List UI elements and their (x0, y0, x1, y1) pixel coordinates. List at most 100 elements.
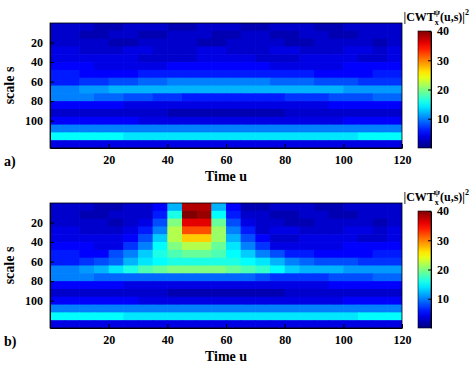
heatmap-cells (50, 203, 402, 328)
heatmap-cell (255, 132, 270, 140)
heatmap-cell (226, 54, 241, 62)
heatmap-cell (226, 250, 241, 258)
heatmap-cell (387, 46, 402, 54)
heatmap-cell (241, 46, 256, 54)
heatmap-cell (138, 234, 153, 242)
heatmap-cell (197, 62, 212, 70)
heatmap-cell (211, 39, 226, 47)
heatmap-cell (138, 62, 153, 70)
heatmap-cell (167, 78, 182, 86)
heatmap-cell (387, 312, 402, 320)
heatmap-cell (299, 23, 314, 31)
heatmap-cell (167, 93, 182, 101)
heatmap-cell (299, 78, 314, 86)
heatmap-cell (182, 93, 197, 101)
heatmap-cell (167, 281, 182, 289)
heatmap-cell (65, 23, 80, 31)
heatmap-cell (50, 70, 65, 78)
heatmap-cell (255, 39, 270, 47)
heatmap-cell (387, 39, 402, 47)
heatmap-cell (270, 226, 285, 234)
heatmap-cell (197, 266, 212, 274)
heatmap-cell (79, 273, 94, 281)
tick: 120 (394, 324, 412, 347)
heatmap-cell (167, 140, 182, 148)
heatmap-cell (285, 211, 300, 219)
heatmap-cell (65, 281, 80, 289)
heatmap-cell (123, 211, 138, 219)
tick: 100 (25, 294, 54, 308)
heatmap-cell (211, 132, 226, 140)
heatmap-cell (79, 109, 94, 117)
heatmap-cell (167, 305, 182, 313)
heatmap-cell (138, 250, 153, 258)
heatmap-cell (211, 226, 226, 234)
heatmap-cell (226, 39, 241, 47)
heatmap-cell (343, 125, 358, 133)
heatmap-cell (255, 297, 270, 305)
heatmap-cell (255, 117, 270, 125)
heatmap-cell (314, 289, 329, 297)
heatmap-cell (138, 258, 153, 266)
heatmap-cell (343, 23, 358, 31)
heatmap-cell (343, 46, 358, 54)
panel-label: a) (4, 154, 16, 170)
heatmap-cell (182, 226, 197, 234)
heatmap-cell (123, 281, 138, 289)
heatmap-cell (270, 46, 285, 54)
heatmap-cell (387, 258, 402, 266)
heatmap-cell (211, 281, 226, 289)
tick-label: 60 (31, 255, 43, 269)
heatmap-cell (182, 117, 197, 125)
heatmap-cell (123, 258, 138, 266)
heatmap-cell (109, 125, 124, 133)
heatmap-cell (65, 234, 80, 242)
heatmap-cell (358, 86, 373, 94)
tick-mark (402, 144, 403, 148)
heatmap-cell (94, 242, 109, 250)
tick-label: 20 (31, 216, 43, 230)
heatmap-cell (343, 62, 358, 70)
heatmap-cell (167, 211, 182, 219)
heatmap-cell (255, 211, 270, 219)
heatmap-cell (241, 31, 256, 39)
tick: 20 (31, 216, 54, 230)
heatmap-cell (241, 266, 256, 274)
heatmap-cell (226, 305, 241, 313)
heatmap-cell (197, 219, 212, 227)
heatmap-cell (138, 78, 153, 86)
heatmap-cell (197, 297, 212, 305)
heatmap-cell (255, 320, 270, 328)
tick-mark (50, 262, 54, 263)
heatmap-cell (94, 211, 109, 219)
heatmap-cell (109, 211, 124, 219)
heatmap-cell (329, 273, 344, 281)
heatmap-cell (373, 266, 388, 274)
heatmap-cell (226, 70, 241, 78)
tick: 20 (103, 324, 115, 347)
heatmap-cell (285, 258, 300, 266)
heatmap-cell (226, 93, 241, 101)
heatmap-cell (255, 78, 270, 86)
heatmap-cell (138, 125, 153, 133)
heatmap-cell (226, 140, 241, 148)
heatmap-cell (329, 101, 344, 109)
axis-line (431, 212, 432, 329)
heatmap-cell (123, 312, 138, 320)
heatmap-cell (79, 226, 94, 234)
heatmap-cell (329, 140, 344, 148)
heatmap-cell (197, 125, 212, 133)
heatmap-cell (79, 78, 94, 86)
tick-label: 80 (31, 94, 43, 108)
heatmap-cell (138, 46, 153, 54)
heatmap-cell (123, 234, 138, 242)
figure: 2040608010012020406080100Time uscale sa)… (0, 0, 473, 368)
heatmap-cell (182, 31, 197, 39)
colorbar-title-part: |CWT (404, 10, 435, 24)
heatmap-cell (270, 312, 285, 320)
heatmap-cell (329, 132, 344, 140)
heatmap-cell (50, 305, 65, 313)
heatmap-cell (65, 258, 80, 266)
heatmap-cell (197, 132, 212, 140)
heatmap-cell (270, 219, 285, 227)
